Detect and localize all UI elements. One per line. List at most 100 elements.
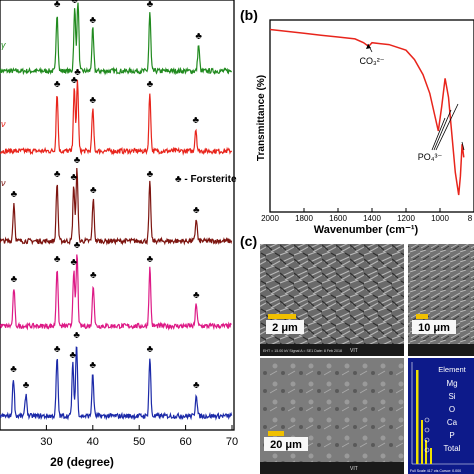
- po4-pointer-4: [461, 141, 465, 151]
- xrd-trace-4: [0, 254, 232, 331]
- peak-marker: ♣: [195, 31, 202, 42]
- peak-marker: ♣: [11, 274, 18, 285]
- scalebar-3-label: 20 μm: [270, 439, 302, 451]
- xrd-traces: ♣♣♣♣♣♣♣♣♣♣♣♣♣♣♣♣♣♣♣♣♣♣♣♣♣♣♣♣♣♣♣♣♣♣: [0, 0, 233, 421]
- scalebar-1-bar: [268, 314, 296, 319]
- xrd-x-tick-label: 70: [226, 436, 238, 448]
- brown-trace-tail-label: ν: [1, 178, 6, 188]
- peak-marker: ♣: [54, 79, 61, 90]
- xrd-frame: [0, 0, 235, 431]
- eds-marker-2: [424, 427, 430, 433]
- sem-image-3-footer: [260, 462, 404, 474]
- eds-peak-o: [416, 370, 419, 464]
- ftir-frame: [269, 19, 474, 213]
- eds-element-ca: Ca: [447, 418, 458, 427]
- po4-annotation: PO₄³⁻: [418, 152, 443, 162]
- sem-image-1: EHT = 15.00 kV Signal A = SE1 Date: 8 Fe…: [260, 244, 404, 356]
- ftir-x-ticks: 2000 1800 1600 1400 1200 1000 8: [261, 208, 474, 223]
- xrd-x-tick-label: 60: [179, 436, 191, 448]
- peak-marker: ♣: [74, 155, 81, 166]
- scalebar-3-bar: [268, 431, 284, 436]
- peak-marker: ♣: [54, 344, 61, 355]
- co3-arrowhead: [366, 44, 371, 49]
- panel-label-c: (c): [240, 233, 257, 249]
- peak-marker: ♣: [193, 290, 200, 301]
- panel-label-b: (b): [240, 7, 258, 23]
- peak-marker: ♣: [10, 364, 17, 375]
- peak-marker: ♣: [23, 380, 30, 391]
- po4-pointer-2: [433, 109, 452, 151]
- po4-pointer-3: [435, 103, 459, 151]
- eds-element-mg: Mg: [446, 379, 457, 388]
- xrd-panel: ♣♣♣♣♣♣♣♣♣♣♣♣♣♣♣♣♣♣♣♣♣♣♣♣♣♣♣♣♣♣♣♣♣♣ 30405…: [0, 0, 238, 469]
- eds-table-title: Element: [438, 365, 466, 374]
- peak-marker: ♣: [147, 254, 154, 265]
- scalebar-2-box: [412, 320, 456, 334]
- eds-background: [408, 358, 474, 474]
- scalebar-2-label: 10 μm: [418, 322, 450, 334]
- ftir-x-axis-label: Wavenumber (cm⁻¹): [314, 224, 419, 236]
- ftir-panel: (b) Transmittance (%) 2000 1800 1600 1400 12…: [240, 7, 474, 236]
- eds-element-p: P: [449, 431, 454, 440]
- green-trace-tail-label: γ: [1, 40, 6, 50]
- sem-image-3-watermark: VIT: [350, 466, 358, 472]
- eds-marker-1: [424, 417, 430, 423]
- peak-marker: ♣: [147, 169, 154, 180]
- sem-image-1-footer-text: EHT = 15.00 kV Signal A = SE1 Date: 8 Fe…: [263, 349, 342, 353]
- eds-element-o: O: [449, 405, 455, 414]
- peak-marker: ♣: [193, 115, 200, 126]
- xrd-x-tick-label: 50: [133, 436, 145, 448]
- ftir-x-tick-label: 1600: [329, 214, 347, 223]
- sem-image-1-watermark: VIT: [350, 348, 358, 354]
- co3-annotation: CO₃²⁻: [360, 56, 385, 66]
- xrd-x-tick-label: 40: [87, 436, 99, 448]
- peak-marker: ♣: [90, 360, 97, 371]
- peak-marker: ♣: [54, 254, 61, 265]
- xrd-x-axis-label: 2θ (degree): [50, 455, 114, 469]
- peak-marker: ♣: [54, 169, 61, 180]
- peak-marker: ♣: [71, 75, 78, 86]
- ftir-x-tick-label: 1000: [431, 214, 449, 223]
- peak-marker: ♣: [193, 380, 200, 391]
- peak-marker: ♣: [147, 79, 154, 90]
- sem-image-3: VIT 20 μm: [260, 358, 404, 474]
- peak-marker: ♣: [90, 15, 97, 26]
- eds-footer: Full Scale 417 cts Cursor: 0.000: [410, 469, 461, 473]
- xrd-trace-1: [0, 2, 233, 76]
- eds-marker-3: [424, 437, 430, 443]
- red-trace-tail-label: ν: [1, 119, 6, 129]
- xrd-trace-2: [0, 79, 233, 156]
- ftir-x-tick-label: 1200: [397, 214, 415, 223]
- scalebar-1-box: [266, 320, 304, 334]
- sem-image-1-footer: [260, 344, 404, 356]
- peak-marker: ♣: [147, 344, 154, 355]
- xrd-x-tick-label: 30: [40, 436, 52, 448]
- peak-marker: ♣: [90, 270, 97, 281]
- ftir-x-tick-label: 1800: [295, 214, 313, 223]
- peak-marker: ♣: [90, 185, 97, 196]
- peak-marker: ♣: [71, 257, 78, 268]
- peak-marker: ♣: [73, 330, 80, 341]
- scalebar-2-bar: [416, 314, 428, 319]
- eds-element-si: Si: [448, 392, 455, 401]
- ftir-x-tick-label: 1400: [363, 214, 381, 223]
- sem-image-2-footer: [408, 344, 474, 356]
- peak-marker: ♣: [90, 95, 97, 106]
- eds-peak-ca: [430, 448, 432, 464]
- forsterite-legend: ♣ - Forsterite: [175, 174, 237, 185]
- peak-marker: ♣: [11, 189, 18, 200]
- xrd-x-ticks: 30 40 50 60 70: [40, 425, 238, 448]
- eds-element-list: Mg Si O Ca P Total: [444, 379, 461, 453]
- peak-marker: ♣: [74, 240, 81, 251]
- peak-marker: ♣: [74, 67, 81, 78]
- xrd-trace-5: [0, 346, 233, 421]
- eds-marker-4: [424, 447, 430, 453]
- ftir-x-tick-label: 2000: [261, 214, 279, 223]
- ftir-x-tick-label: 8: [468, 214, 473, 223]
- scalebar-1-label: 2 μm: [272, 322, 298, 334]
- peak-marker: ♣: [70, 350, 77, 361]
- peak-marker: ♣: [71, 172, 78, 183]
- scalebar-3-box: [264, 437, 308, 451]
- peak-marker: ♣: [71, 0, 78, 6]
